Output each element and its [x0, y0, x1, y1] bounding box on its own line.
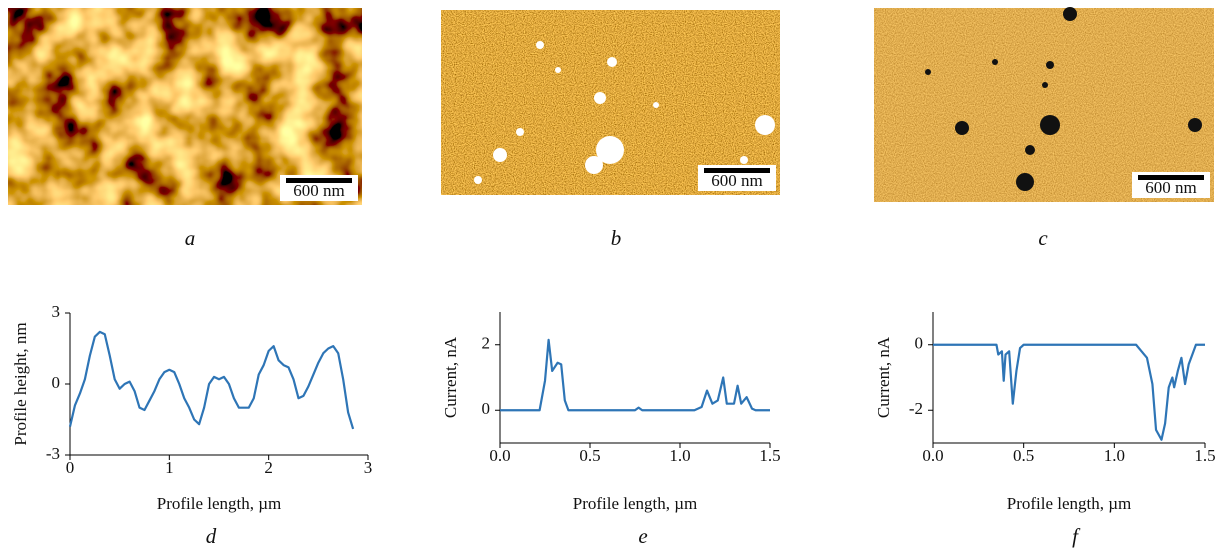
scale-bar-label: 600 nm: [1145, 178, 1196, 197]
panel-label: d: [206, 524, 217, 548]
x-tick-label: 0.0: [489, 446, 510, 465]
x-tick-label: 2: [264, 458, 273, 477]
scale-bar: [1138, 175, 1204, 180]
x-tick-label: 1.5: [759, 446, 780, 465]
x-axis-label: Profile length, µm: [157, 494, 282, 513]
x-tick-label: 1.0: [669, 446, 690, 465]
y-tick-label: 3: [52, 302, 61, 321]
afm-image: 600 nm: [874, 7, 1214, 202]
x-tick-label: 1.5: [1194, 446, 1215, 465]
x-tick-label: 0.5: [579, 446, 600, 465]
data-line: [933, 343, 1205, 441]
x-tick-label: 0: [66, 458, 75, 477]
panel-label: c: [1038, 226, 1048, 250]
data-line: [500, 338, 770, 412]
panel-label: b: [611, 226, 622, 250]
y-tick-label: -2: [909, 399, 923, 418]
scale-bar-label: 600 nm: [293, 181, 344, 200]
x-axis-label: Profile length, µm: [1007, 494, 1132, 513]
y-tick-label: 0: [482, 399, 491, 418]
panel-label: e: [638, 524, 647, 548]
scale-bar-label: 600 nm: [711, 171, 762, 190]
y-axis-label: Current, nA: [441, 336, 460, 418]
afm-image: 600 nm: [8, 8, 362, 205]
x-tick-label: 0.0: [922, 446, 943, 465]
panel-label: a: [185, 226, 196, 250]
x-tick-label: 0.5: [1013, 446, 1034, 465]
y-axis-label: Current, nA: [874, 336, 893, 418]
data-line: [68, 330, 355, 430]
afm-image: 600 nm: [441, 10, 780, 195]
scale-bar: [286, 178, 352, 183]
y-tick-label: 0: [915, 334, 924, 353]
y-tick-label: 2: [482, 334, 491, 353]
panel-label: f: [1072, 524, 1081, 548]
y-axis-label: Profile height, nm: [11, 322, 30, 445]
y-tick-label: 0: [52, 373, 61, 392]
x-tick-label: 3: [364, 458, 373, 477]
scale-bar: [704, 168, 770, 173]
x-tick-label: 1.0: [1104, 446, 1125, 465]
x-tick-label: 1: [165, 458, 174, 477]
x-axis-label: Profile length, µm: [573, 494, 698, 513]
y-tick-label: -3: [46, 444, 60, 463]
